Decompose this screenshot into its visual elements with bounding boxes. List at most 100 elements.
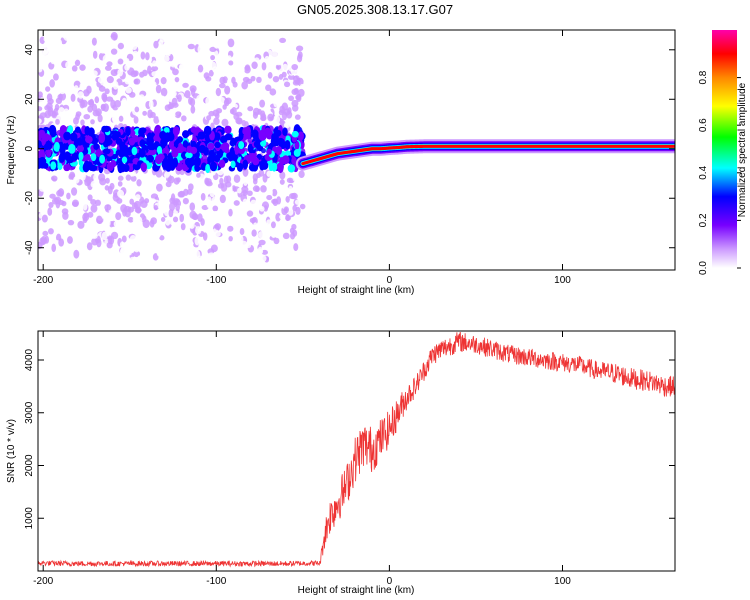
spectrogram-x-tick-label: -100	[206, 275, 226, 286]
spectrogram-noise-mark	[99, 45, 107, 54]
snr-plot-area	[38, 331, 675, 571]
spectrogram-noise-mark	[69, 30, 75, 37]
spectrogram-noise-mark	[208, 69, 214, 77]
spectrogram-band-mark	[172, 157, 179, 168]
spectrogram-noise-mark	[241, 185, 249, 194]
spectrogram-band-mark	[168, 139, 175, 150]
spectrogram-noise-mark	[291, 192, 298, 200]
spectrogram-noise-mark	[267, 113, 274, 122]
spectrogram-noise-mark	[256, 42, 261, 49]
spectrogram-noise-mark	[282, 257, 288, 265]
spectrogram-noise-mark	[268, 36, 273, 43]
spectrogram-noise-mark	[219, 30, 226, 37]
snr-y-tick-label: 3000	[24, 401, 35, 424]
spectrogram-noise-mark	[289, 260, 297, 266]
spectrogram-noise-mark	[184, 124, 190, 131]
spectrogram-noise-mark	[145, 52, 150, 61]
spectrogram-noise-mark	[104, 218, 111, 227]
spectrogram-noise-mark	[82, 246, 89, 252]
spectrogram-noise-mark	[49, 193, 56, 199]
spectrogram-band-mark	[291, 130, 299, 138]
spectrogram-band-mark	[190, 126, 197, 134]
spectrogram-noise-mark	[295, 93, 302, 102]
spectrogram-noise-mark	[217, 60, 224, 66]
spectrogram-noise-mark	[88, 224, 95, 232]
colorbar-tick-label: 0.8	[698, 70, 709, 84]
spectrogram-noise-mark	[80, 119, 85, 126]
spectrogram-band-mark	[68, 143, 76, 154]
spectrogram-band-mark	[85, 161, 93, 170]
spectrogram-noise-mark	[211, 200, 217, 207]
spectrogram-noise-mark	[42, 230, 49, 237]
spectrogram-noise-mark	[214, 223, 222, 231]
spectrogram-noise-mark	[86, 85, 92, 94]
spectrogram-noise-mark	[212, 210, 220, 218]
spectrogram-noise-mark	[115, 212, 122, 221]
spectrogram-noise-mark	[257, 231, 265, 239]
spectrogram-band-mark	[209, 155, 216, 163]
spectrogram-noise-mark	[296, 264, 302, 270]
spectrogram-noise-mark	[65, 61, 70, 69]
spectrogram-noise-mark	[109, 257, 116, 267]
spectrogram-noise-mark	[223, 98, 230, 107]
spectrogram-band-mark	[176, 145, 185, 154]
spectrogram-noise-mark	[102, 55, 109, 64]
spectrogram-noise-mark	[150, 217, 157, 225]
spectrogram-noise-mark	[106, 96, 114, 102]
spectrogram-noise-mark	[192, 60, 197, 67]
spectrogram-noise-mark	[279, 179, 285, 185]
spectrogram-noise-mark	[156, 249, 164, 257]
spectrogram-noise-mark	[90, 119, 95, 125]
spectrogram-noise-mark	[138, 94, 145, 103]
spectrogram-noise-mark	[242, 220, 250, 228]
spectrogram-noise-mark	[125, 87, 132, 94]
spectrogram-noise-mark	[287, 107, 292, 114]
spectrogram-band-mark	[224, 125, 232, 134]
spectrogram-noise-mark	[270, 230, 277, 238]
spectrogram-noise-mark	[191, 81, 197, 87]
spectrogram-noise-mark	[110, 99, 116, 109]
spectrogram-x-ticks: -200 -100 0 100	[33, 30, 571, 286]
spectrogram-noise-mark	[288, 185, 293, 194]
spectrogram-x-tick-label: -200	[33, 275, 53, 286]
spectrogram-noise-mark	[45, 57, 52, 64]
spectrogram-noise-mark	[282, 63, 289, 72]
spectrogram-noise-mark	[155, 84, 162, 94]
spectrogram-noise-mark	[75, 111, 82, 117]
spectrogram-noise-mark	[248, 182, 255, 188]
spectrogram-noise-mark	[127, 216, 134, 223]
spectrogram-band-mark	[172, 126, 180, 136]
spectrogram-noise-mark	[39, 196, 45, 204]
spectrogram-noise-mark	[291, 88, 299, 96]
spectrogram-noise-mark	[208, 38, 216, 47]
spectrogram-noise-mark	[81, 230, 87, 237]
spectrogram-noise-mark	[124, 78, 131, 85]
spectrogram-noise-mark	[60, 254, 66, 261]
spectrogram-noise-mark	[247, 230, 253, 239]
spectrogram-noise-mark	[83, 40, 90, 49]
spectrogram-noise-mark	[243, 178, 248, 186]
spectrogram-noise-mark	[126, 182, 132, 192]
snr-frame	[37, 330, 676, 572]
spectrogram-band-mark	[43, 143, 52, 151]
spectrogram-band-mark	[271, 132, 279, 142]
spectrogram-noise-mark	[278, 109, 285, 116]
spectrogram-noise-mark	[150, 241, 157, 250]
spectrogram-band-mark	[121, 156, 128, 164]
spectrogram-noise-mark	[235, 117, 242, 125]
spectrogram-noise-mark	[153, 116, 160, 124]
spectrogram-band-mark	[64, 151, 71, 161]
colorbar-gradient	[712, 30, 737, 268]
spectrogram-band-mark	[58, 153, 66, 163]
spectrogram-noise-mark	[55, 97, 63, 105]
spectrogram-noise-mark	[251, 61, 258, 69]
spectrogram-band-mark	[117, 162, 123, 171]
spectrogram-noise-mark	[291, 55, 297, 61]
spectrogram-noise-mark	[90, 204, 98, 213]
spectrogram-noise-mark	[258, 89, 264, 97]
spectrogram-noise-mark	[153, 40, 159, 49]
spectrogram-noise-mark	[96, 215, 103, 224]
spectrogram-noise-mark	[270, 262, 277, 270]
spectrogram-band-mark	[291, 156, 297, 165]
spectrogram-noise-mark	[164, 98, 169, 106]
